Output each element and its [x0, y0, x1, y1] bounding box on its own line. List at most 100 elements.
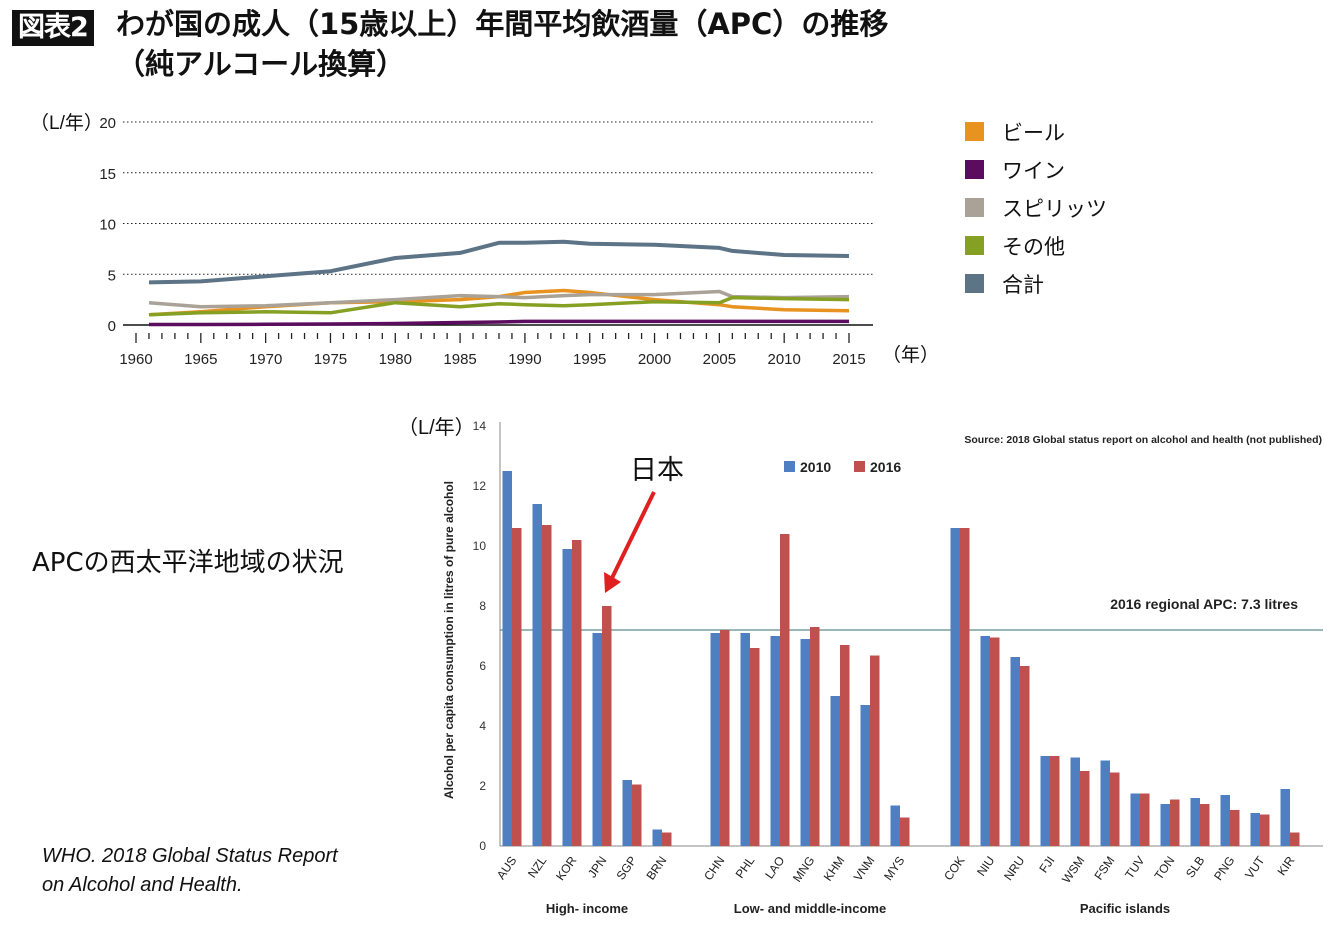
bar-category-label: VNM [851, 854, 878, 884]
bar-category-label: MNG [790, 854, 818, 885]
bar-KOR-2010 [562, 549, 572, 846]
bar-SGP-2010 [622, 780, 632, 846]
line-chart-xtick-label: 1975 [314, 351, 347, 368]
line-chart-ytick-label: 5 [108, 267, 116, 284]
legend-label: 合計 [1002, 274, 1044, 297]
bar-FSM-2010 [1100, 760, 1110, 846]
bar-SLB-2010 [1190, 798, 1200, 846]
bar-category-label: AUS [494, 854, 520, 882]
bar-VNM-2016 [870, 655, 880, 846]
line-chart-axis: 0 5 10 15 20（L/年） 1960 1965 1970 1975 1980 1985 199… [30, 112, 939, 368]
citation-line-2: on Alcohol and Health. [42, 874, 243, 896]
legend-swatch [965, 160, 984, 179]
line-series-合計 [148, 239, 850, 285]
line-chart-ytick-label: 10 [99, 217, 116, 234]
bar-category-label: LAO [762, 854, 787, 882]
bar-category-label: KIR [1275, 853, 1298, 878]
line-chart-xtick-label: 2000 [638, 351, 671, 368]
bar-category-label: SGP [613, 854, 639, 883]
line-chart-xtick-label: 1990 [508, 351, 541, 368]
bar-MYS-2010 [890, 805, 900, 846]
bar-BRN-2016 [662, 832, 672, 846]
bar-category-label: COK [941, 854, 967, 883]
bar-category-label: FJI [1036, 854, 1057, 876]
bar-CHN-2016 [720, 630, 730, 846]
bar-chart-ytick-label: 14 [473, 419, 487, 433]
bar-category-label: CHN [701, 854, 727, 883]
line-chart-xtick-label: 1970 [249, 351, 282, 368]
bar-category-label: NZL [525, 853, 550, 880]
legend-swatch [965, 274, 984, 293]
bar-category-label: NIU [974, 854, 997, 879]
bar-NZL-2010 [532, 504, 542, 846]
bar-NIU-2010 [980, 636, 990, 846]
line-chart-ylabel: （L/年） [30, 112, 103, 134]
line-chart-series [148, 239, 850, 327]
citation: WHO. 2018 Global Status Report on Alcoho… [42, 842, 338, 900]
bar-LAO-2016 [780, 534, 790, 846]
bar-chart-ytick-label: 10 [473, 539, 487, 553]
bar-COK-2010 [950, 528, 960, 846]
legend-label: ワイン [1002, 160, 1065, 183]
bar-TON-2016 [1170, 799, 1180, 846]
bar-legend-swatch [784, 461, 795, 472]
bar-chart-source: Source: 2018 Global status report on alc… [964, 434, 1322, 446]
bar-PHL-2016 [750, 648, 760, 846]
bar-category-label: TUV [1122, 854, 1147, 882]
bar-chart-ylabel-unit: （L/年） [398, 416, 475, 439]
line-chart-xlabel: （年） [882, 344, 939, 366]
bar-category-label: MYS [881, 854, 907, 883]
bar-KIR-2016 [1290, 832, 1300, 846]
bar-NZL-2016 [542, 525, 552, 846]
line-chart-gridlines [123, 121, 873, 275]
japan-annotation-arrowhead [604, 572, 621, 593]
line-chart-xtick-label: 1965 [184, 351, 217, 368]
bar-TON-2010 [1160, 804, 1170, 846]
line-chart-ytick-label: 20 [99, 115, 116, 132]
bar-VNM-2010 [860, 705, 870, 846]
bar-CHN-2010 [710, 633, 720, 846]
bar-group-label: Low- and middle-income [734, 901, 886, 916]
japan-annotation-arrow [610, 491, 656, 579]
legend-swatch [965, 198, 984, 217]
bar-chart-ytick-label: 12 [473, 479, 487, 493]
bar-chart-bars [502, 471, 1300, 846]
bar-PNG-2016 [1230, 810, 1240, 846]
bar-legend-label: 2016 [870, 459, 901, 475]
legend-label: その他 [1002, 236, 1065, 259]
line-series-スピリッツ [148, 289, 850, 309]
bar-KIR-2010 [1280, 789, 1290, 846]
bar-legend-swatch [854, 461, 865, 472]
bar-PHL-2010 [740, 633, 750, 846]
bar-FJI-2010 [1040, 756, 1050, 846]
region-label: APCの西太平洋地域の状況 [32, 548, 344, 578]
bar-group-label: Pacific islands [1080, 901, 1170, 916]
bar-COK-2016 [960, 528, 970, 846]
bar-category-label: PNG [1211, 854, 1237, 883]
bar-category-label: VUT [1242, 853, 1268, 881]
bar-category-label: JPN [585, 854, 609, 881]
legend-swatch [965, 236, 984, 255]
japan-annotation-label: 日本 [630, 455, 684, 485]
bar-MNG-2010 [800, 639, 810, 846]
bar-KHM-2016 [840, 645, 850, 846]
regional-apc-label: 2016 regional APC: 7.3 litres [1110, 596, 1298, 612]
bar-KOR-2016 [572, 540, 582, 846]
bar-chart-ytick-label: 0 [479, 839, 486, 853]
bar-category-label: NRU [1001, 854, 1027, 883]
bar-VUT-2016 [1260, 814, 1270, 846]
bar-JPN-2016 [602, 606, 612, 846]
bar-category-label: WSM [1059, 854, 1087, 886]
bar-LAO-2010 [770, 636, 780, 846]
line-chart-xtick-label: 2005 [703, 351, 736, 368]
bar-chart-ytick-label: 6 [479, 659, 486, 673]
bar-category-label: TON [1152, 854, 1178, 883]
western-pacific-apc-bar-chart: 0 2 4 6 8 10 12 14（L/年） Alcohol per capita consu… [398, 416, 1323, 916]
figure-badge: 図表2 [12, 10, 94, 46]
bar-MYS-2016 [900, 817, 910, 846]
line-chart-xtick-label: 1995 [573, 351, 606, 368]
line-chart-ytick-label: 15 [99, 166, 116, 183]
line-chart-xtick-label: 1980 [379, 351, 412, 368]
bar-TUV-2016 [1140, 793, 1150, 846]
